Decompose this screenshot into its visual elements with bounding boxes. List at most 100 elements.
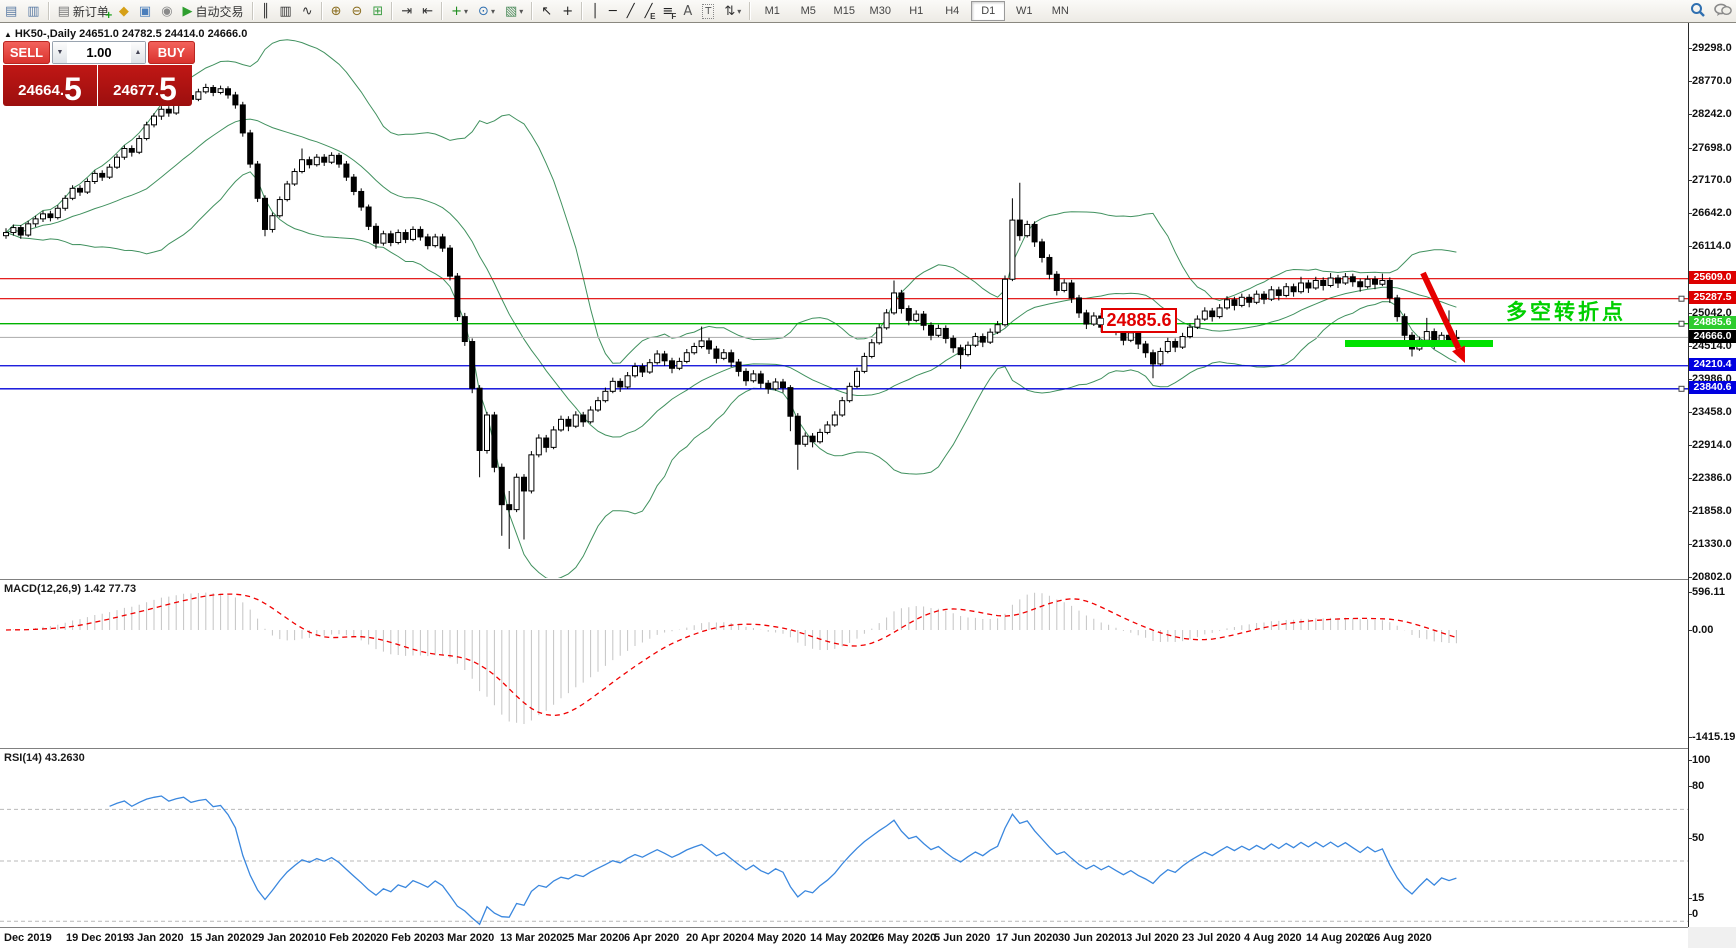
timeframe-m1[interactable]: M1	[764, 5, 780, 17]
collapse-trade-panel-icon[interactable]: ▲	[4, 30, 12, 39]
equidistant-channel-icon: ╱	[644, 3, 653, 19]
horizontal-line-icon[interactable]: ─	[605, 0, 621, 22]
chevron-down-icon[interactable]: ▾	[490, 6, 495, 16]
date-label: 6 Apr 2020	[624, 932, 680, 944]
price-axis[interactable]: 29298.0 28770.0 28242.0 27698.0 27170.0 26642…	[1688, 23, 1736, 927]
timeframe-m5[interactable]: M5	[800, 5, 816, 17]
equidistant-channel-icon[interactable]: ╱ E	[641, 0, 657, 22]
chat-icon[interactable]	[1714, 2, 1732, 18]
price-tick-label: 29298.0	[1689, 42, 1732, 54]
chevron-down-icon[interactable]: ▾	[464, 6, 469, 16]
vertical-line-icon[interactable]: │	[587, 0, 603, 22]
sell-price: 24664.	[18, 82, 65, 99]
zoom-in-icon[interactable]: ⊕	[327, 0, 346, 22]
buy-price-tile[interactable]: 24677. 5	[98, 65, 192, 106]
trendline-icon[interactable]: ╱	[623, 0, 639, 22]
auto-trading-label: 自动交易	[195, 4, 244, 19]
text-label-icon[interactable]: T	[698, 0, 718, 22]
line-chart-icon[interactable]: ∿	[298, 0, 317, 22]
navigator-icon[interactable]: ▣	[135, 0, 155, 22]
data-window-icon[interactable]: ▥	[23, 0, 43, 22]
price-tick-label: 27698.0	[1689, 142, 1732, 154]
bars-chart-icon: ║	[261, 3, 270, 19]
date-label: Dec 2019	[4, 932, 52, 944]
chevron-down-icon[interactable]: ▾	[519, 6, 524, 16]
date-label: 23 Jul 2020	[1182, 932, 1241, 944]
charts-list-icon[interactable]: ▤	[1, 0, 21, 22]
price-tick-label: 27170.0	[1689, 174, 1732, 186]
crosshair-icon[interactable]: +	[558, 0, 577, 22]
date-label: 20 Apr 2020	[686, 932, 748, 944]
buy-button[interactable]: BUY	[148, 41, 195, 64]
fibonacci-icon[interactable]: ≡ F	[658, 0, 677, 22]
vertical-line-icon: │	[591, 3, 599, 19]
arrows-icon: ⇅	[724, 3, 736, 19]
price-tick-label: 22914.0	[1689, 439, 1732, 451]
templates-icon[interactable]: ▧ ▾	[501, 0, 527, 22]
new-order-button[interactable]: ▤新订单	[54, 0, 113, 22]
toolbar-separator	[391, 2, 394, 20]
one-click-trade-panel: SELL ▼ 1.00 ▲ BUY 24664. 5 24677. 5	[3, 41, 195, 106]
indicators-icon[interactable]: + ▾	[447, 0, 472, 22]
price-line-badge: 25287.5	[1689, 291, 1736, 305]
auto-scroll-icon[interactable]: ⇥	[397, 0, 416, 22]
toolbar-separator	[581, 2, 584, 20]
timeframe-m15[interactable]: M15	[833, 5, 855, 17]
rsi-pane[interactable]: RSI(14) 43.2630	[0, 750, 1688, 926]
macd-pane[interactable]: MACD(12,26,9) 1.42 77.73	[0, 581, 1688, 747]
timeframe-h1[interactable]: H1	[909, 5, 924, 17]
zoom-out-icon[interactable]: ⊖	[348, 0, 367, 22]
chart-shift-icon[interactable]: ⇤	[418, 0, 437, 22]
timeframe-m30[interactable]: M30	[869, 5, 891, 17]
market-watch-icon: ◆	[118, 3, 129, 19]
time-axis[interactable]: Dec 2019 19 Dec 2019 3 Jan 2020 15 Jan 2020…	[0, 927, 1688, 948]
bars-chart-icon[interactable]: ║	[258, 0, 274, 22]
tile-windows-icon[interactable]: ⊞	[368, 0, 387, 22]
date-label: 14 Aug 2020	[1306, 932, 1370, 944]
main-chart-pane[interactable]: ▲ HK50-,Daily 24651.0 24782.5 24414.0 246…	[0, 24, 1688, 578]
sell-button[interactable]: SELL	[3, 41, 50, 64]
volume-input[interactable]: 1.00	[86, 45, 112, 60]
signals-icon[interactable]: ◉	[157, 0, 176, 22]
rsi-axis-label: 50	[1689, 832, 1704, 844]
date-label: 10 Feb 2020	[314, 932, 377, 944]
price-tick-label: 21330.0	[1689, 538, 1732, 550]
cursor-icon: ↖	[541, 3, 553, 19]
arrows-icon[interactable]: ⇅ ▾	[720, 0, 745, 22]
toolbar-separator	[441, 2, 444, 20]
price-line-badge: 24666.0	[1689, 329, 1736, 343]
toolbar-separator	[251, 2, 254, 20]
candles-chart-icon[interactable]: ▥	[275, 0, 295, 22]
price-tick-label: 21858.0	[1689, 505, 1732, 517]
price-tick-label: 22386.0	[1689, 472, 1732, 484]
auto-trading-button[interactable]: ▶ 自动交易	[179, 0, 248, 22]
navigator-icon: ▣	[138, 3, 152, 19]
price-tick-label: 20802.0	[1689, 571, 1732, 583]
pane-separator[interactable]	[0, 748, 1736, 749]
pane-separator[interactable]	[0, 579, 1736, 580]
timeframe-mn[interactable]: MN	[1051, 5, 1069, 17]
annotation-handle[interactable]	[1097, 318, 1104, 325]
price-line-badge: 25609.0	[1689, 271, 1736, 285]
date-label: 19 Dec 2019	[66, 932, 129, 944]
market-watch-icon[interactable]: ◆	[115, 0, 133, 22]
chevron-down-icon[interactable]: ▾	[737, 6, 742, 16]
timeframe-w1[interactable]: W1	[1016, 5, 1033, 17]
turning-point-note[interactable]: 多空转折点	[1506, 301, 1626, 324]
sell-price-tile[interactable]: 24664. 5	[3, 65, 97, 106]
periods-icon[interactable]: ⊙ ▾	[474, 0, 499, 22]
line-chart-icon: ∿	[301, 3, 313, 19]
text-icon[interactable]: A	[679, 0, 696, 22]
cursor-icon[interactable]: ↖	[537, 0, 556, 22]
price-level-text: 24885.6	[1106, 310, 1172, 330]
timeframe-h4[interactable]: H4	[945, 5, 960, 17]
trendline-icon: ╱	[626, 3, 635, 19]
date-label: 15 Jan 2020	[190, 932, 252, 944]
timeframe-d1[interactable]: D1	[971, 1, 1006, 21]
volume-down-button[interactable]: ▼	[53, 42, 67, 63]
buy-price: 24677.	[113, 82, 160, 99]
search-icon[interactable]	[1690, 2, 1706, 18]
price-level-annotation[interactable]: 24885.6	[1097, 308, 1177, 333]
volume-up-button[interactable]: ▲	[131, 42, 145, 63]
